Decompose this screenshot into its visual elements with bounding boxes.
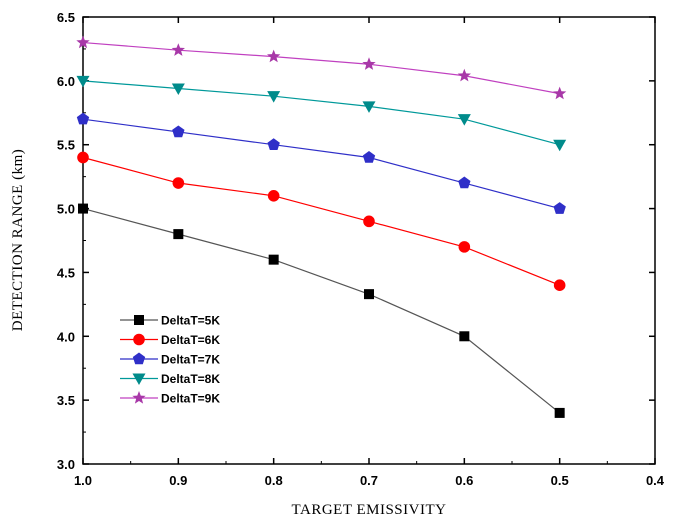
data-point	[458, 176, 471, 189]
data-point	[172, 125, 185, 138]
y-tick-label: 3.0	[57, 457, 75, 472]
legend-label: DeltaT=7K	[161, 353, 220, 367]
data-point	[78, 203, 88, 214]
data-point	[457, 114, 471, 126]
x-tick-label: 0.4	[646, 473, 665, 488]
legend: DeltaT=5K DeltaT=6K DeltaT=7K DeltaT=8K Delt…	[120, 314, 220, 406]
legend-marker	[132, 352, 146, 365]
data-point	[554, 407, 565, 418]
legend-label: DeltaT=6K	[161, 333, 220, 347]
data-point	[553, 139, 567, 152]
data-point	[267, 138, 280, 150]
x-tick-label: 0.9	[169, 473, 187, 488]
data-point	[172, 177, 185, 189]
y-tick-label: 5.5	[57, 138, 75, 153]
data-point	[553, 279, 566, 292]
legend-label: DeltaT=5K	[161, 314, 220, 328]
data-point	[171, 43, 185, 56]
legend-marker	[132, 391, 146, 404]
legend-item: DeltaT=5K	[120, 314, 220, 328]
legend-label: DeltaT=8K	[161, 372, 220, 386]
series-line	[82, 80, 560, 146]
data-point	[173, 229, 184, 240]
y-tick-label: 6.5	[57, 10, 75, 25]
data-point	[77, 151, 89, 164]
y-tick-label: 5.0	[57, 202, 75, 217]
series-layer	[76, 35, 567, 418]
series-line	[82, 207, 561, 414]
series-DeltaT=9K	[76, 35, 567, 100]
data-point	[459, 331, 470, 342]
x-tick-label: 1.0	[74, 473, 92, 488]
series-line	[82, 156, 560, 286]
legend-marker	[133, 333, 145, 346]
legend-item: DeltaT=6K	[120, 333, 220, 347]
legend-item: DeltaT=8K	[120, 372, 220, 386]
data-point	[76, 75, 90, 88]
series-line	[82, 41, 560, 95]
data-point	[553, 202, 566, 214]
data-point	[362, 150, 376, 163]
y-tick-label: 4.0	[57, 329, 75, 344]
x-tick-label: 0.6	[455, 473, 473, 488]
x-tick-label: 0.7	[360, 473, 378, 488]
y-tick-label: 3.5	[57, 393, 75, 408]
data-point	[267, 91, 281, 103]
x-axis-title: TARGET EMISSIVITY	[292, 502, 447, 518]
data-point	[364, 289, 374, 300]
series-DeltaT=7K	[76, 112, 566, 214]
legend-marker	[132, 373, 146, 385]
legend-marker	[134, 315, 144, 325]
series-line	[82, 118, 560, 210]
data-point	[553, 86, 567, 100]
y-axis-title: DETECTION RANGE (km)	[10, 149, 26, 331]
data-point	[267, 49, 281, 63]
data-point	[267, 190, 280, 202]
data-point	[362, 57, 376, 70]
y-tick-label: 6.0	[57, 74, 75, 89]
series-DeltaT=6K	[77, 151, 566, 292]
series-DeltaT=5K	[78, 203, 565, 418]
series-DeltaT=8K	[76, 75, 567, 152]
legend-item: DeltaT=7K	[120, 352, 220, 367]
x-tick-label: 0.8	[265, 473, 283, 488]
axis-ticks: 1.0 0.9 0.8 0.7 0.6 0.5 0.4 3.0 3.5 4.0 4.5 5.0 5.5 6…	[57, 10, 665, 488]
legend-label: DeltaT=9K	[161, 392, 220, 406]
data-point	[268, 254, 279, 265]
data-point	[457, 68, 471, 82]
data-point	[363, 215, 375, 228]
data-point	[171, 83, 185, 96]
data-point	[362, 101, 376, 113]
y-tick-label: 4.5	[57, 265, 75, 280]
data-point	[76, 112, 90, 125]
x-tick-label: 0.5	[551, 473, 569, 488]
legend-item: DeltaT=9K	[120, 391, 220, 406]
data-point	[76, 35, 90, 49]
data-point	[458, 241, 471, 253]
